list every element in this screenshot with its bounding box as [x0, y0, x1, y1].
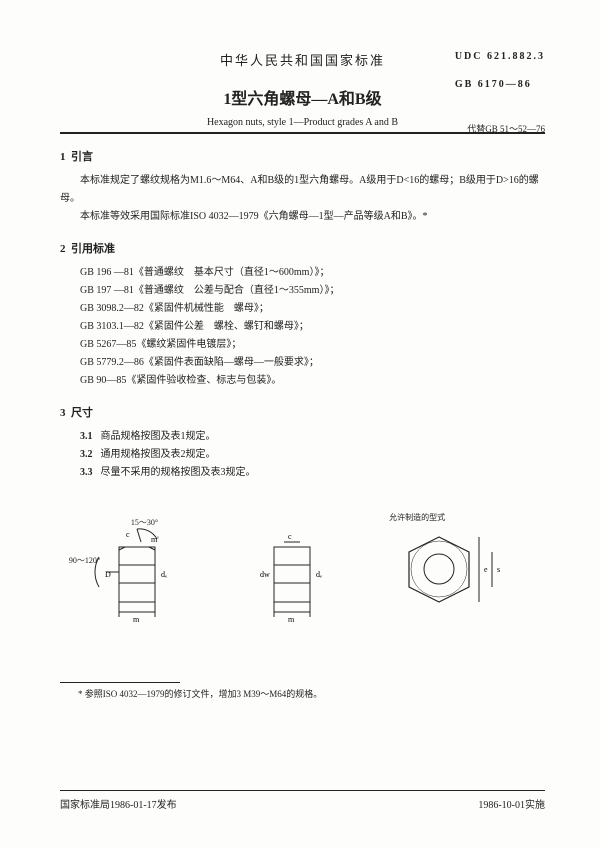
section-3-num: 3: [60, 407, 66, 419]
ref-item: GB 3098.2—82《紧固件机械性能 螺母》；: [80, 300, 545, 318]
section-2-num: 2: [60, 243, 66, 255]
label-de: dₑ: [161, 570, 167, 579]
ref-item: GB 5267—85《螺纹紧固件电镀层》；: [80, 336, 545, 354]
footnote-text: * 参照ISO 4032—1979的修订文件，增加3 M39～M64的规格。: [78, 689, 322, 699]
section-1-heading: 1 引言: [60, 148, 545, 164]
section-1-title: 引言: [71, 151, 93, 163]
diagram-caption: 允许制造的型式: [389, 512, 445, 523]
ref-item: GB 196 —81《普通螺纹 基本尺寸（直径1～600mm）》；: [80, 264, 545, 282]
nut-side-icon: m dₑ D m' c: [81, 517, 201, 637]
s3-item: 3.1 商品规格按图及表1规定。: [60, 428, 545, 446]
footnote: * 参照ISO 4032—1979的修订文件，增加3 M39～M64的规格。: [60, 682, 545, 700]
s3-text: 通用规格按图及表2规定。: [101, 449, 216, 460]
footer-right: 1986-10-01实施: [478, 796, 545, 811]
label-m: m: [133, 615, 140, 624]
nut-hex-icon: e s: [384, 517, 524, 637]
title-sub-en: Hexagon nuts, style 1—Product grades A a…: [133, 117, 473, 128]
label-D: D: [105, 570, 111, 579]
footnote-rule: [60, 682, 180, 683]
reference-list: GB 196 —81《普通螺纹 基本尺寸（直径1～600mm）》； GB 197…: [60, 264, 545, 390]
s3-item: 3.3 尽量不采用的规格按图及表3规定。: [60, 464, 545, 482]
angle-label-2: 90～120°: [69, 555, 100, 566]
label-e: e: [484, 565, 488, 574]
section-2-title: 引用标准: [71, 243, 115, 255]
footer-left: 国家标准局1986-01-17发布: [60, 796, 177, 811]
s3-text: 商品规格按图及表1规定。: [101, 431, 216, 442]
diagram-row: 15～30° 90～120° m dₑ D m' c: [60, 512, 545, 642]
nut-side2-icon: m dₑ dw c: [242, 517, 342, 637]
s3-num: 3.1: [80, 431, 93, 442]
footer-bar: 国家标准局1986-01-17发布 1986-10-01实施: [60, 790, 545, 811]
section-3-heading: 3 尺寸: [60, 404, 545, 420]
ref-item: GB 90—85《紧固件验收检查、标志与包装》。: [80, 372, 545, 390]
section-1-num: 1: [60, 151, 66, 163]
document-page: { "header": { "country": "中华人民共和国国家标准", …: [0, 0, 600, 849]
ref-item: GB 3103.1—82《紧固件公差 螺栓、螺钉和螺母》；: [80, 318, 545, 336]
label-c: c: [288, 532, 292, 541]
label-m2: m': [151, 535, 159, 544]
s3-item: 3.2 通用规格按图及表2规定。: [60, 446, 545, 464]
section-2-heading: 2 引用标准: [60, 240, 545, 256]
gb-code: GB 6170—86: [455, 76, 545, 94]
udc-code: UDC 621.882.3: [455, 48, 545, 66]
ref-item: GB 197 —81《普通螺纹 公差与配合（直径1～355mm）》；: [80, 282, 545, 300]
country-title: 中华人民共和国国家标准: [220, 53, 385, 68]
label-c: c: [126, 530, 130, 539]
s3-num: 3.3: [80, 467, 93, 478]
diagram-side-2: m dₑ dw c: [242, 517, 342, 637]
s1-p1: 本标准规定了螺纹规格为M1.6～M64、A和B级的1型六角螺母。A级用于D<16…: [60, 172, 545, 208]
s1-p2: 本标准等效采用国际标准ISO 4032—1979《六角螺母—1型—产品等级A和B…: [60, 208, 545, 226]
label-s: s: [497, 565, 500, 574]
label-dw: dw: [260, 570, 270, 579]
ref-item: GB 5779.2—86《紧固件表面缺陷—螺母—一般要求》；: [80, 354, 545, 372]
header-codes: UDC 621.882.3 GB 6170—86: [455, 48, 545, 94]
header-block: 中华人民共和国国家标准 UDC 621.882.3 GB 6170—86: [60, 50, 545, 69]
s3-text: 尽量不采用的规格按图及表3规定。: [101, 467, 256, 478]
label-m: m: [288, 615, 295, 624]
s3-num: 3.2: [80, 449, 93, 460]
angle-label-1: 15～30°: [131, 517, 158, 528]
section-3-title: 尺寸: [71, 407, 93, 419]
replaces-note: 代替GB 51～52—76: [467, 122, 545, 135]
label-de: dₑ: [316, 570, 322, 579]
diagram-side-1: 15～30° 90～120° m dₑ D m' c: [81, 517, 201, 637]
diagram-front: 允许制造的型式 e s: [384, 517, 524, 637]
